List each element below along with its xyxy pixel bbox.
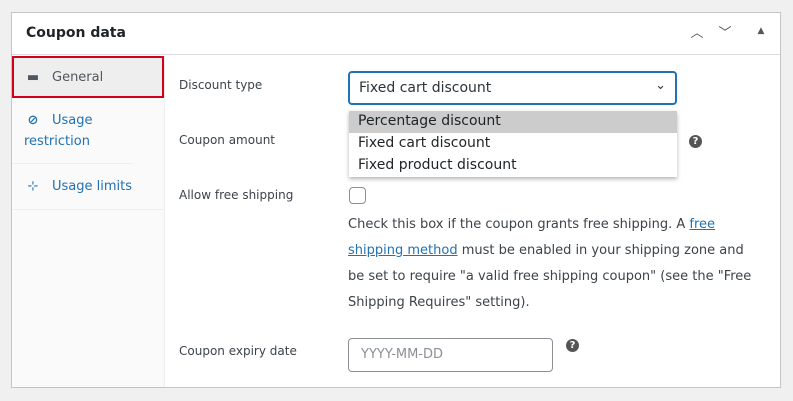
desc-text: Check this box if the coupon grants free… bbox=[348, 217, 690, 232]
sidebar: ▬ General ⊘ Usage restriction ⊹ Usage limit… bbox=[12, 56, 165, 387]
coupon-amount-label: Coupon amount bbox=[179, 133, 276, 147]
desc-text: must be enabled in your shipping zone an… bbox=[348, 243, 752, 310]
help-icon[interactable]: ? bbox=[566, 339, 579, 352]
discount-type-dropdown: Percentage discount Fixed cart discount … bbox=[349, 111, 677, 177]
option-fixed-cart-discount[interactable]: Fixed cart discount bbox=[358, 135, 491, 151]
expiry-date-label: Coupon expiry date bbox=[179, 344, 297, 358]
limits-icon: ⊹ bbox=[27, 179, 39, 194]
block-icon: ⊘ bbox=[27, 113, 39, 128]
sidebar-item-general[interactable]: ▬ General bbox=[12, 56, 164, 98]
coupon-data-panel: Coupon data ︿ ﹀ ▲ ▬ General ⊘ Usage restri… bbox=[11, 12, 781, 388]
option-fixed-product-discount[interactable]: Fixed product discount bbox=[358, 157, 517, 173]
move-down-button[interactable]: ﹀ bbox=[718, 26, 732, 41]
panel-title: Coupon data bbox=[26, 25, 126, 41]
toggle-panel-button[interactable]: ▲ bbox=[757, 26, 765, 36]
sidebar-item-label: Usage restriction bbox=[24, 113, 93, 149]
free-shipping-checkbox[interactable] bbox=[349, 187, 366, 204]
sidebar-item-usage-limits[interactable]: ⊹ Usage limits bbox=[12, 164, 164, 210]
expiry-date-input[interactable]: YYYY-MM-DD bbox=[348, 338, 553, 372]
option-percentage-discount[interactable]: Percentage discount bbox=[349, 111, 677, 133]
panel-header: Coupon data ︿ ﹀ ▲ bbox=[12, 13, 780, 55]
ticket-icon: ▬ bbox=[26, 70, 40, 85]
free-shipping-description: Check this box if the coupon grants free… bbox=[348, 212, 758, 316]
discount-type-label: Discount type bbox=[179, 78, 263, 92]
move-up-button[interactable]: ︿ bbox=[690, 26, 704, 41]
help-icon[interactable]: ? bbox=[689, 135, 702, 148]
chevron-down-icon: ⌄ bbox=[655, 78, 666, 93]
discount-type-select[interactable]: Fixed cart discount ⌄ bbox=[348, 71, 677, 105]
sidebar-item-label: General bbox=[52, 70, 104, 85]
sidebar-item-usage-restriction[interactable]: ⊘ Usage restriction bbox=[12, 98, 132, 164]
sidebar-item-label: Usage limits bbox=[52, 179, 133, 194]
free-shipping-label: Allow free shipping bbox=[179, 188, 294, 202]
selected-value: Fixed cart discount bbox=[359, 80, 492, 96]
free-shipping-method-link[interactable]: free shipping method bbox=[348, 217, 716, 258]
